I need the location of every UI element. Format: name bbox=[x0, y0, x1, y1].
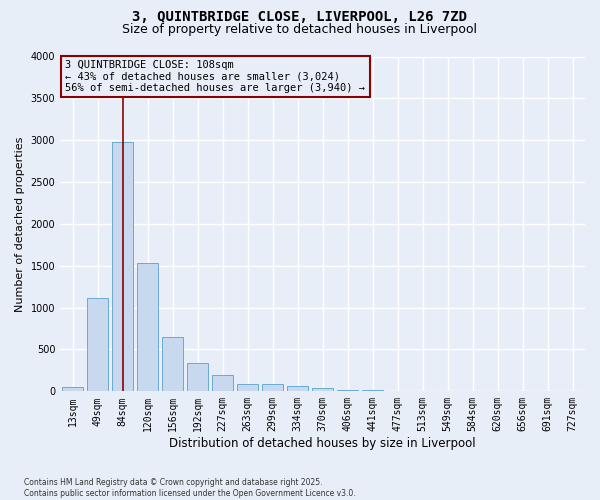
Y-axis label: Number of detached properties: Number of detached properties bbox=[15, 136, 25, 312]
Bar bbox=[137, 264, 158, 392]
Text: 3, QUINTBRIDGE CLOSE, LIVERPOOL, L26 7ZD: 3, QUINTBRIDGE CLOSE, LIVERPOOL, L26 7ZD bbox=[133, 10, 467, 24]
Bar bbox=[162, 337, 183, 392]
Bar bbox=[337, 390, 358, 392]
Bar bbox=[237, 384, 258, 392]
Bar bbox=[62, 386, 83, 392]
Bar bbox=[187, 363, 208, 392]
Bar bbox=[212, 374, 233, 392]
Text: Contains HM Land Registry data © Crown copyright and database right 2025.
Contai: Contains HM Land Registry data © Crown c… bbox=[24, 478, 356, 498]
Text: 3 QUINTBRIDGE CLOSE: 108sqm
← 43% of detached houses are smaller (3,024)
56% of : 3 QUINTBRIDGE CLOSE: 108sqm ← 43% of det… bbox=[65, 60, 365, 93]
Bar bbox=[87, 298, 108, 392]
Text: Size of property relative to detached houses in Liverpool: Size of property relative to detached ho… bbox=[122, 22, 478, 36]
Bar bbox=[262, 384, 283, 392]
Bar bbox=[287, 386, 308, 392]
X-axis label: Distribution of detached houses by size in Liverpool: Distribution of detached houses by size … bbox=[169, 437, 476, 450]
Bar bbox=[112, 142, 133, 392]
Bar bbox=[362, 390, 383, 392]
Bar bbox=[312, 388, 333, 392]
